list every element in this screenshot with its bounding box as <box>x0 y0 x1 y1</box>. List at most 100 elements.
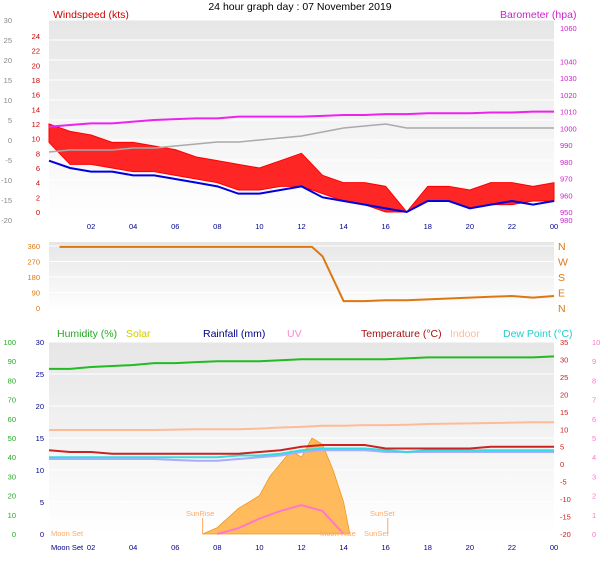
moon-rise-label: Moon Rise <box>320 529 356 538</box>
barometer-y-tick: 990 <box>560 141 573 150</box>
windspeed-y-tick: 8 <box>36 149 40 158</box>
wind-x-tick: 18 <box>424 222 432 231</box>
wind-y-tick: 0 <box>8 136 12 145</box>
wind-y-tick: -5 <box>5 156 12 165</box>
windspeed-y-tick: 14 <box>32 105 40 114</box>
windspeed-y-tick: 22 <box>32 47 40 56</box>
wind-y-tick: 30 <box>4 16 12 25</box>
wind-x-tick: 02 <box>87 222 95 231</box>
windspeed-axis-label: Windspeed (kts) <box>53 9 129 21</box>
barometer-y-tick: 950 <box>560 208 573 217</box>
gray-temperature-line <box>48 123 554 153</box>
humidity-line <box>49 355 555 370</box>
humidity-y-tick: 40 <box>8 453 16 462</box>
windspeed-y-tick: 18 <box>32 76 40 85</box>
wind-x-tick: 14 <box>339 222 347 231</box>
uv-y-tick: 6 <box>592 415 596 424</box>
wind-y-tick: 25 <box>4 36 12 45</box>
legend-solar: Solar <box>126 328 151 340</box>
wind-x-tick: 22 <box>508 222 516 231</box>
windspeed-y-tick: 6 <box>36 164 40 173</box>
compass-label: W <box>558 257 568 269</box>
windspeed-y-tick: 2 <box>36 193 40 202</box>
uv-y-tick: 7 <box>592 396 596 405</box>
wind-x-tick: 12 <box>297 222 305 231</box>
direction-grid <box>49 245 554 309</box>
windspeed-y-tick: 0 <box>36 208 40 217</box>
temperature-x-tick: 00 <box>550 543 558 552</box>
wind-x-tick: 04 <box>129 222 137 231</box>
temperature-x-tick: 20 <box>466 543 474 552</box>
direction-y-tick: 90 <box>32 289 40 298</box>
temperature-axis-ticks: 1009080706050403020100302520151050353025… <box>3 338 600 539</box>
compass-label: N <box>558 303 566 315</box>
humidity-y-tick: 10 <box>8 511 16 520</box>
windspeed-y-tick: 24 <box>32 32 40 41</box>
temperature-x-tick: 18 <box>424 543 432 552</box>
uv-y-tick: 9 <box>592 357 596 366</box>
legend-temperature: Temperature (°C) <box>361 328 442 340</box>
dew-point-line <box>49 447 554 459</box>
sunrise-label: SunRise <box>186 509 214 518</box>
barometer-y-tick: 1030 <box>560 74 577 83</box>
temperature-x-tick: 22 <box>508 543 516 552</box>
temperature-x-tick: 06 <box>171 543 179 552</box>
uv-y-tick: 0 <box>592 530 596 539</box>
wind-y-tick: 20 <box>4 56 12 65</box>
indoor-line <box>49 421 554 431</box>
legend-uv: UV <box>287 328 302 340</box>
rainfall-y-tick: 20 <box>36 402 44 411</box>
rainfall-y-tick: 15 <box>36 434 44 443</box>
barometer-y-tick: 1040 <box>560 57 577 66</box>
direction-y-tick: 270 <box>27 258 40 267</box>
uv-line <box>217 504 345 535</box>
wind-series <box>48 110 555 214</box>
windspeed-y-tick: 12 <box>32 120 40 129</box>
humidity-y-tick: 70 <box>8 396 16 405</box>
average-wind-line <box>48 159 555 214</box>
compass-label: E <box>558 288 565 300</box>
uv-y-tick: 5 <box>592 434 596 443</box>
temperature-y-tick: -10 <box>560 495 571 504</box>
wind-y-tick: 15 <box>4 76 12 85</box>
temperature-x-ticks: Moon Set 02 04 06 08 10 12 14 16 18 20 22 00 <box>51 543 558 552</box>
rainfall-y-tick: 30 <box>36 338 44 347</box>
temperature-x-tick: 10 <box>255 543 263 552</box>
temperature-y-tick: 0 <box>560 460 564 469</box>
solar-area <box>202 437 351 535</box>
sunset-label: SunSet <box>370 509 396 518</box>
sun-moon-annotations: Moon Set SunRise SunSet SunSet Moon Rise <box>51 509 396 538</box>
wind-x-tick: 16 <box>381 222 389 231</box>
temperature-y-tick: -5 <box>560 478 567 487</box>
uv-y-tick: 3 <box>592 472 596 481</box>
temperature-y-tick: 15 <box>560 408 568 417</box>
temperature-y-tick: -20 <box>560 530 571 539</box>
temperature-y-tick: 30 <box>560 355 568 364</box>
graph-title: 24 hour graph day : 07 November 2019 <box>208 1 391 13</box>
humidity-y-tick: 0 <box>12 530 16 539</box>
humidity-y-tick: 50 <box>8 434 16 443</box>
legend-dew-point: Dew Point (°C) <box>503 328 573 340</box>
temperature-x-tick: 12 <box>297 543 305 552</box>
barometer-y-tick-last: 980 <box>560 216 573 225</box>
wind-y-tick: -15 <box>1 196 12 205</box>
legend-indoor: Indoor <box>450 328 480 340</box>
uv-y-tick: 2 <box>592 492 596 501</box>
barometer-line <box>48 110 554 128</box>
wind-x-tick: 00 <box>550 222 558 231</box>
wind-direction-line <box>59 245 555 303</box>
humidity-y-tick: 80 <box>8 376 16 385</box>
direction-series <box>59 245 555 303</box>
barometer-y-tick: 970 <box>560 175 573 184</box>
low-temperature-line <box>49 449 554 462</box>
wind-y-tick: 5 <box>8 116 12 125</box>
temperature-y-tick: -15 <box>560 513 571 522</box>
temperature-y-tick: 10 <box>560 425 568 434</box>
uv-y-tick: 8 <box>592 376 596 385</box>
uv-y-tick: 10 <box>592 338 600 347</box>
humidity-y-tick: 60 <box>8 415 16 424</box>
wind-x-tick: 20 <box>466 222 474 231</box>
